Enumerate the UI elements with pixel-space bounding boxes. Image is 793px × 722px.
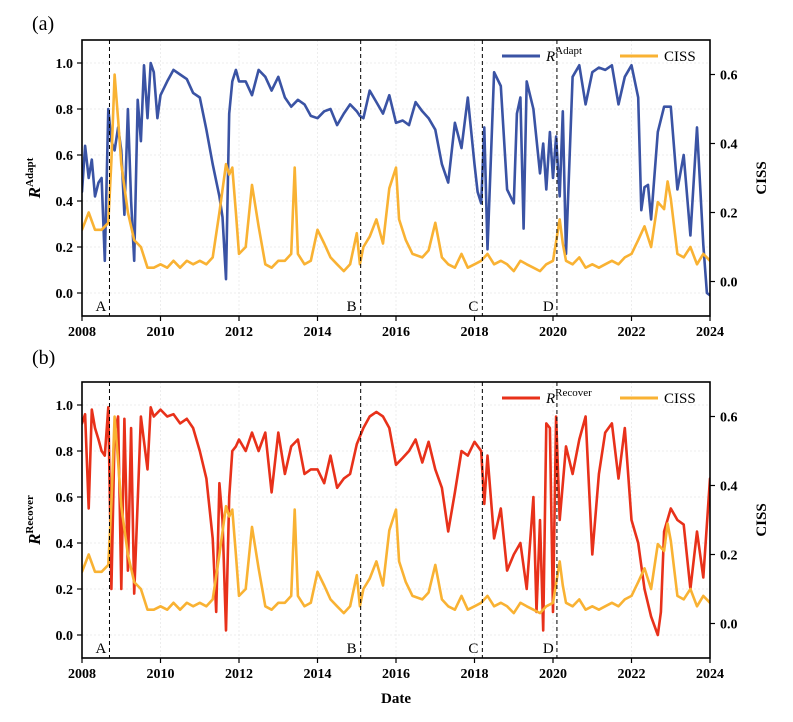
legend-label-sup: Recover: [555, 387, 592, 399]
x-tick-label: 2016: [382, 667, 410, 682]
x-tick-label: 2008: [68, 325, 96, 340]
y-tick-label: 1.0: [56, 399, 74, 414]
legend-label-sup: Adapt: [555, 45, 582, 57]
x-tick-label: 2022: [618, 325, 646, 340]
x-tick-label: 2014: [304, 667, 332, 682]
y2-axis-label: CISS: [754, 503, 770, 536]
y2-axis-label: CISS: [754, 161, 770, 194]
y-tick-label: 0.2: [56, 583, 74, 598]
series-line-0: [82, 61, 710, 297]
y-tick-label: 0.6: [56, 149, 74, 164]
event-label: D: [543, 641, 554, 657]
x-tick-label: 2010: [147, 325, 175, 340]
event-label: C: [468, 299, 478, 315]
y-tick-label: 0.8: [56, 103, 74, 118]
y-tick-label: 0.4: [56, 195, 74, 210]
event-label: D: [543, 299, 554, 315]
y-tick-label: 0.0: [56, 287, 74, 302]
y2-tick-label: 0.2: [720, 549, 738, 564]
legend-label: RRecover: [545, 387, 592, 407]
x-tick-label: 2016: [382, 325, 410, 340]
legend-label-base: R: [545, 391, 555, 407]
y-tick-label: 1.0: [56, 57, 74, 72]
y2-tick-label: 0.0: [720, 276, 738, 291]
y-axis-label-base: R: [25, 187, 44, 199]
x-tick-label: 2018: [461, 325, 489, 340]
y2-tick-label: 0.4: [720, 480, 738, 495]
y-tick-label: 0.2: [56, 241, 74, 256]
x-tick-label: 2014: [304, 325, 332, 340]
legend-label-base: CISS: [664, 391, 696, 407]
event-label: C: [468, 641, 478, 657]
legend-label: CISS: [664, 391, 696, 407]
y2-tick-label: 0.6: [720, 69, 738, 84]
panel-1: (b) A B C D 2008 2010 2012 2014 2016 2018 2020 2022 2…: [24, 347, 770, 707]
x-tick-label: 2008: [68, 667, 96, 682]
y2-tick-label: 0.2: [720, 207, 738, 222]
y-axis-label: RRecover: [24, 495, 44, 546]
legend-label-base: R: [545, 49, 555, 65]
series-line-1: [82, 73, 710, 273]
x-axis-label: Date: [381, 691, 411, 707]
event-label: B: [347, 299, 357, 315]
x-tick-label: 2024: [696, 325, 724, 340]
y2-tick-label: 0.0: [720, 618, 738, 633]
y-axis-label: RAdapt: [24, 157, 44, 199]
x-tick-label: 2024: [696, 667, 724, 682]
legend-label-base: CISS: [664, 49, 696, 65]
x-tick-label: 2020: [539, 325, 567, 340]
y2-tick-label: 0.6: [720, 411, 738, 426]
x-tick-label: 2022: [618, 667, 646, 682]
y-axis-label-sup: Recover: [24, 495, 36, 534]
y-axis-label-base: R: [25, 534, 44, 546]
event-label: B: [347, 641, 357, 657]
panel-0: (a) A B C D 2008 2010 2012 2014 2016 2018 2020 2022 2…: [24, 13, 770, 340]
panel-label: (b): [32, 347, 55, 369]
x-tick-label: 2012: [225, 667, 253, 682]
y-tick-label: 0.0: [56, 629, 74, 644]
event-label: A: [95, 299, 106, 315]
y-tick-label: 0.4: [56, 537, 74, 552]
series-line-0: [82, 405, 710, 637]
y-tick-label: 0.8: [56, 445, 74, 460]
x-tick-label: 2012: [225, 325, 253, 340]
event-label: A: [95, 641, 106, 657]
x-tick-label: 2010: [147, 667, 175, 682]
y2-tick-label: 0.4: [720, 138, 738, 153]
y-axis-label-sup: Adapt: [24, 157, 36, 187]
legend-label: CISS: [664, 49, 696, 65]
panel-label: (a): [32, 13, 54, 35]
y-tick-label: 0.6: [56, 491, 74, 506]
x-tick-label: 2020: [539, 667, 567, 682]
series-line-1: [82, 415, 710, 615]
x-tick-label: 2018: [461, 667, 489, 682]
legend-label: RAdapt: [545, 45, 582, 65]
